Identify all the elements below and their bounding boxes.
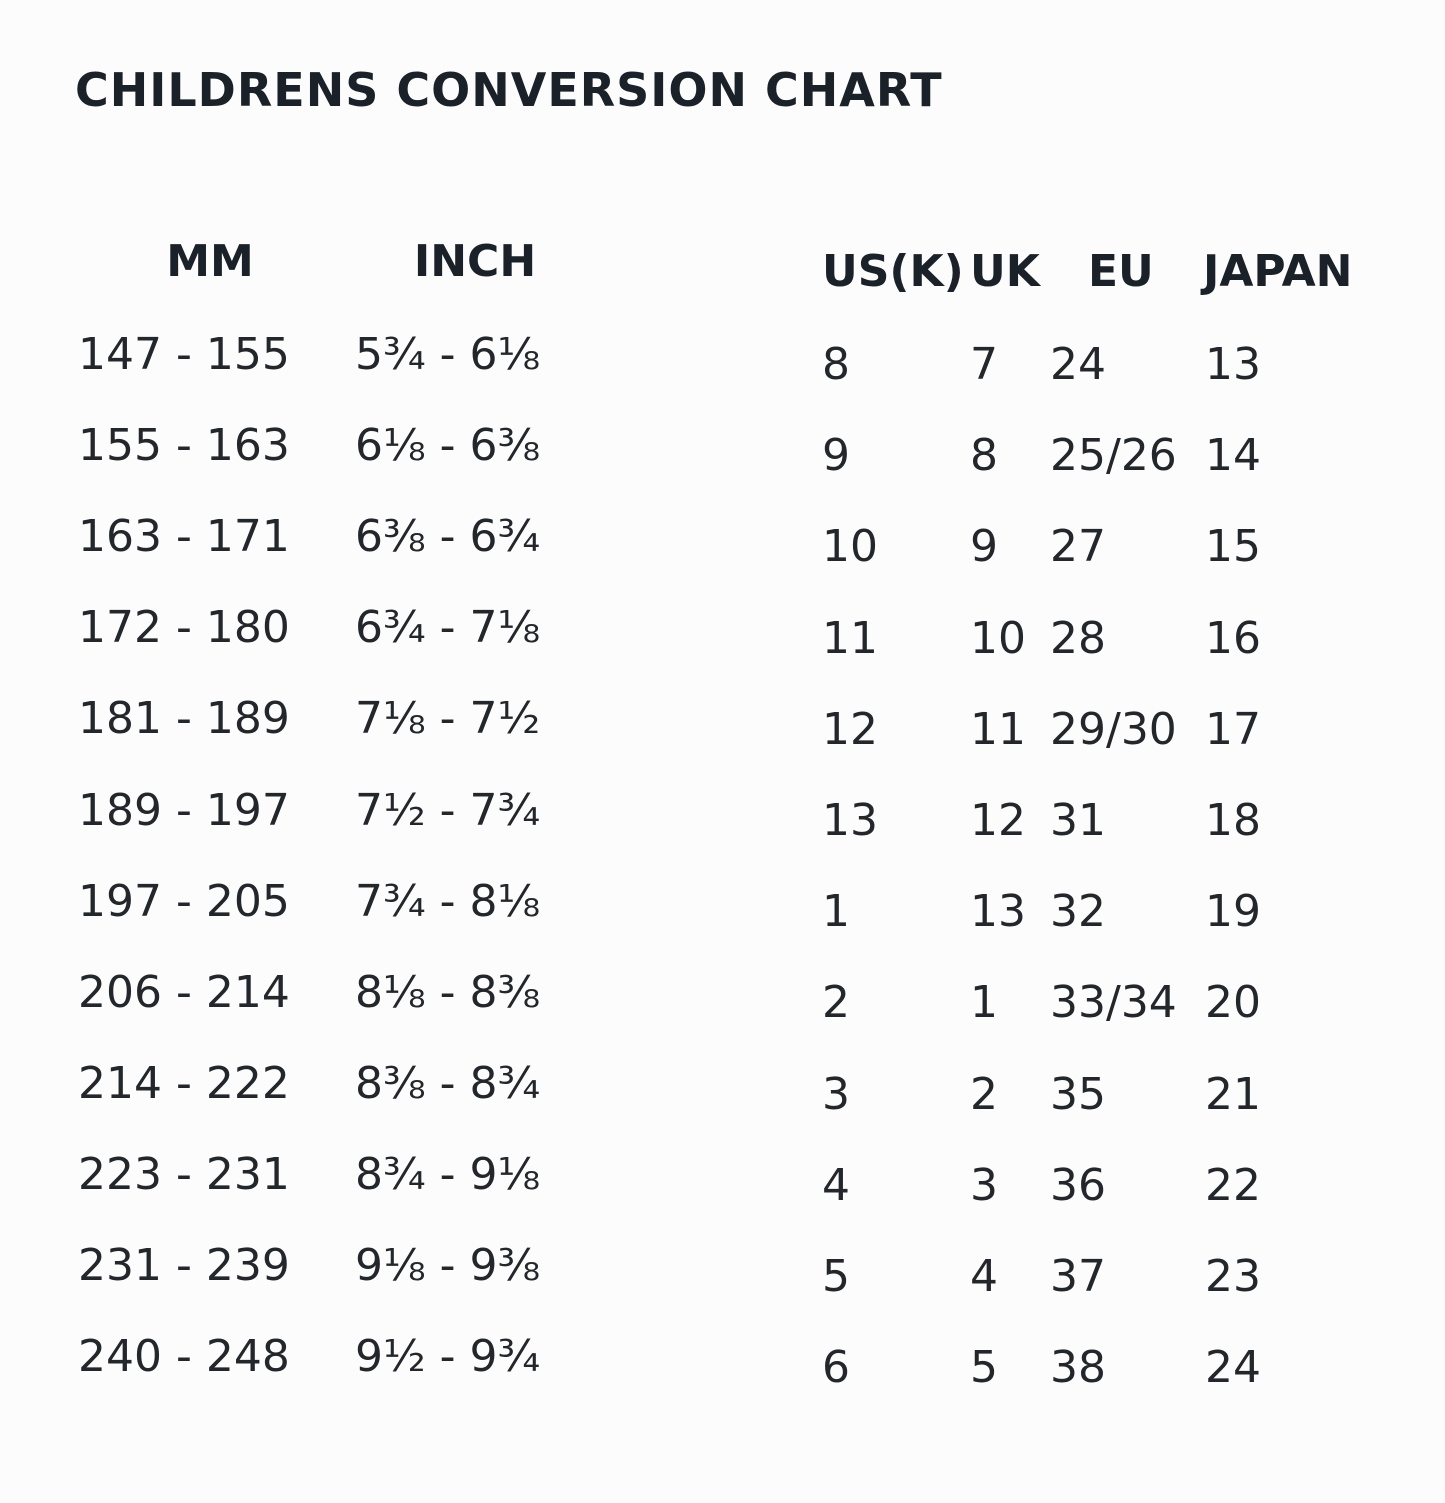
table-cell: 14 xyxy=(1205,430,1261,482)
table-cell: 223 - 231 xyxy=(78,1148,290,1200)
table-cell: 5 xyxy=(822,1251,850,1302)
table-cell: 38 xyxy=(1050,1342,1106,1394)
column-header: EU xyxy=(1088,246,1154,297)
table-cell: 5¾ - 6⅛ xyxy=(355,329,541,380)
column-header: JAPAN xyxy=(1203,246,1353,297)
table-cell: 23 xyxy=(1205,1251,1261,1302)
table-cell: 7 xyxy=(970,339,998,390)
table-cell: 13 xyxy=(1205,339,1261,390)
table-cell: 28 xyxy=(1050,612,1106,664)
table-cell: 240 - 248 xyxy=(78,1331,290,1383)
table-cell: 31 xyxy=(1050,795,1106,846)
table-cell: 6⅛ - 6⅜ xyxy=(355,420,541,472)
table-cell: 32 xyxy=(1050,886,1106,938)
table-cell: 18 xyxy=(1205,795,1261,846)
table-cell: 3 xyxy=(822,1068,850,1120)
table-cell: 13 xyxy=(970,886,1026,938)
table-cell: 21 xyxy=(1205,1068,1261,1120)
table-cell: 197 - 205 xyxy=(78,875,290,927)
column-header: MM xyxy=(166,236,254,287)
table-cell: 22 xyxy=(1205,1159,1261,1211)
table-cell: 8¾ - 9⅛ xyxy=(355,1148,541,1200)
table-cell: 2 xyxy=(822,977,850,1029)
table-cell: 6¾ - 7⅛ xyxy=(355,602,541,654)
table-cell: 231 - 239 xyxy=(78,1240,290,1291)
table-cell: 5 xyxy=(970,1342,998,1394)
table-cell: 9 xyxy=(970,521,998,573)
table-cell: 8⅛ - 8⅜ xyxy=(355,966,541,1018)
title: CHILDRENS CONVERSION CHART xyxy=(75,63,943,117)
table-cell: 214 - 222 xyxy=(78,1057,290,1109)
table-cell: 1 xyxy=(822,886,850,938)
table-cell: 7¾ - 8⅛ xyxy=(355,875,541,927)
table-cell: 3 xyxy=(970,1159,998,1211)
table-cell: 206 - 214 xyxy=(78,966,290,1018)
table-cell: 189 - 197 xyxy=(78,784,290,836)
table-cell: 2 xyxy=(970,1068,998,1120)
table-cell: 8⅜ - 8¾ xyxy=(355,1057,541,1109)
table-cell: 19 xyxy=(1205,886,1261,938)
table-cell: 181 - 189 xyxy=(78,693,290,745)
table-cell: 29/30 xyxy=(1050,703,1177,755)
table-cell: 9½ - 9¾ xyxy=(355,1331,541,1383)
column-header: INCH xyxy=(413,236,537,287)
table-cell: 12 xyxy=(822,703,878,755)
table-cell: 24 xyxy=(1050,339,1106,390)
table-cell: 163 - 171 xyxy=(78,511,290,563)
table-cell: 37 xyxy=(1050,1251,1106,1302)
table-cell: 155 - 163 xyxy=(78,420,290,472)
table-cell: 7⅛ - 7½ xyxy=(355,693,541,745)
table-cell: 9 xyxy=(822,430,850,482)
table-cell: 172 - 180 xyxy=(78,602,290,654)
table-cell: 15 xyxy=(1205,521,1261,573)
table-cell: 8 xyxy=(970,430,998,482)
column-header: UK xyxy=(970,246,1040,297)
table-cell: 33/34 xyxy=(1050,977,1177,1029)
table-cell: 35 xyxy=(1050,1068,1106,1120)
table-cell: 25/26 xyxy=(1050,430,1177,482)
table-cell: 12 xyxy=(970,795,1026,846)
table-cell: 10 xyxy=(970,612,1026,664)
table-cell: 8 xyxy=(822,339,850,390)
table-cell: 36 xyxy=(1050,1159,1106,1211)
table-cell: 1 xyxy=(970,977,998,1029)
table-cell: 16 xyxy=(1205,612,1261,664)
table-cell: 9⅛ - 9⅜ xyxy=(355,1240,541,1291)
table-cell: 4 xyxy=(970,1251,998,1302)
table-cell: 7½ - 7¾ xyxy=(355,784,541,836)
table-cell: 27 xyxy=(1050,521,1106,573)
table-cell: 11 xyxy=(970,703,1026,755)
table-cell: 13 xyxy=(822,795,878,846)
table-cell: 24 xyxy=(1205,1342,1261,1394)
table-cell: 10 xyxy=(822,521,878,573)
table-cell: 4 xyxy=(822,1159,850,1211)
table-cell: 20 xyxy=(1205,977,1261,1029)
table-cell: 11 xyxy=(822,612,878,664)
table-cell: 17 xyxy=(1205,703,1261,755)
table-cell: 147 - 155 xyxy=(78,329,290,380)
table-cell: 6⅜ - 6¾ xyxy=(355,511,541,563)
column-header: US(K) xyxy=(822,246,964,297)
table-cell: 6 xyxy=(822,1342,850,1394)
